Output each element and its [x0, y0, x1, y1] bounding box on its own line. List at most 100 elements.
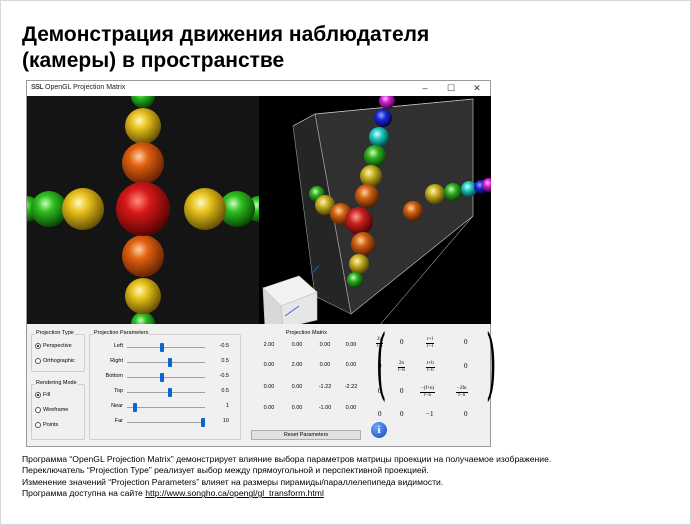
param-value-5: 10 — [222, 418, 229, 424]
param-slider-track-4[interactable] — [127, 407, 205, 408]
window-title: OpenGL Projection Matrix — [45, 84, 126, 91]
perspective-label: Perspective — [43, 343, 72, 349]
param-slider-thumb-3[interactable] — [167, 388, 172, 397]
description-line-4: Программа доступна на сайте http://www.s… — [22, 488, 682, 499]
projection-matrix-formula: ( ) 2n r−l 0 r+l r−l 0 0 2n t−b t+b t−b 0 0 … — [370, 324, 497, 422]
matrix-cell: 0.00 — [319, 342, 331, 348]
param-label-0: Left — [113, 343, 123, 349]
right-paren-icon: ) — [485, 319, 497, 409]
maximize-icon[interactable]: ☐ — [446, 83, 456, 93]
formula-r0c2: r+l r−l — [426, 337, 434, 349]
param-slider-track-2[interactable] — [127, 377, 205, 378]
orthographic-radio[interactable]: Orthographic — [35, 358, 75, 364]
matrix-cell: 0.00 — [291, 405, 303, 411]
formula-r2c0: 0 — [378, 387, 382, 395]
rendering-mode-title: Rendering Mode — [35, 380, 78, 386]
minimize-icon[interactable]: – — [422, 83, 428, 93]
description-line-2: Переключатель “Projection Type” реализуе… — [22, 465, 429, 476]
projection-parameters-title: Projection Parameters — [93, 330, 150, 336]
reset-parameters-button[interactable]: Reset Parameters — [251, 430, 361, 440]
formula-r3c0: 0 — [378, 410, 382, 418]
formula-r3c3: 0 — [464, 410, 468, 418]
radio-selected-icon — [35, 392, 41, 398]
param-slider-track-1[interactable] — [127, 362, 205, 363]
matrix-cell: 0.00 — [291, 342, 303, 348]
matrix-cell: 0.00 — [291, 384, 303, 390]
radio-selected-icon — [35, 343, 41, 349]
fill-label: Fill — [43, 392, 51, 398]
formula-r3c1: 0 — [400, 410, 404, 418]
param-label-4: Near — [111, 403, 123, 409]
matrix-cell: 0.00 — [263, 405, 275, 411]
formula-r1c1: 2n t−b — [398, 361, 405, 373]
formula-r2c3: −2fn f−n — [456, 386, 468, 398]
param-slider-thumb-4[interactable] — [132, 403, 137, 412]
projection-matrix-title: Projection Matrix — [285, 330, 328, 336]
frustum-view-viewport[interactable] — [259, 96, 491, 324]
control-panel: Projection Type Perspective Orthographic… — [27, 324, 497, 446]
matrix-cell: 0.00 — [345, 342, 357, 348]
camera-view-viewport[interactable] — [27, 96, 259, 324]
param-slider-thumb-0[interactable] — [160, 343, 165, 352]
sphere-cross-in-frustum — [309, 96, 491, 288]
window-titlebar[interactable]: SSL OpenGL Projection Matrix – ☐ ✕ — [27, 81, 490, 96]
formula-r2c2: −(f+n) f−n — [420, 386, 436, 398]
matrix-cell: 2.00 — [291, 362, 303, 368]
slide-title-line-1: Демонстрация движения наблюдателя — [22, 23, 430, 46]
description-line-3: Изменение значений “Projection Parameter… — [22, 476, 444, 487]
matrix-cell: 0.00 — [263, 384, 275, 390]
wireframe-radio[interactable]: Wireframe — [35, 407, 68, 413]
app-window: SSL OpenGL Projection Matrix – ☐ ✕ — [26, 80, 497, 447]
orthographic-label: Orthographic — [43, 358, 75, 364]
points-label: Points — [43, 422, 59, 428]
matrix-cell: 0.00 — [345, 405, 357, 411]
matrix-cell: 2.00 — [263, 342, 275, 348]
param-value-2: -0.5 — [219, 373, 229, 379]
description-line-4-prefix: Программа доступна на сайте — [22, 488, 146, 499]
slide-description: Программа “OpenGL Projection Matrix” дем… — [22, 454, 682, 500]
projection-parameters-group — [89, 334, 241, 440]
matrix-cell: 0.00 — [319, 362, 331, 368]
param-label-2: Bottom — [105, 373, 123, 379]
param-value-1: 0.5 — [221, 358, 229, 364]
formula-r0c1: 0 — [400, 338, 404, 346]
radio-unselected-icon — [35, 407, 41, 413]
formula-r1c0: 0 — [378, 362, 382, 370]
points-radio[interactable]: Points — [35, 422, 58, 428]
projection-type-group — [31, 334, 85, 372]
slide-title-line-2: (камеры) в пространстве — [22, 49, 285, 72]
projection-type-title: Projection Type — [35, 330, 75, 336]
formula-r1c2: t+b t−b — [426, 361, 435, 373]
param-label-3: Top — [114, 388, 123, 394]
radio-unselected-icon — [35, 358, 41, 364]
info-icon[interactable]: i — [371, 422, 387, 438]
param-value-4: 1 — [225, 403, 229, 409]
wireframe-label: Wireframe — [43, 407, 69, 413]
left-paren-icon: ( — [375, 319, 387, 409]
param-slider-track-5[interactable] — [127, 422, 205, 423]
matrix-cell: -1.22 — [318, 384, 332, 390]
param-value-3: 0.5 — [221, 388, 229, 394]
param-slider-thumb-2[interactable] — [160, 373, 165, 382]
app-icon: SSL — [31, 84, 44, 91]
param-slider-thumb-5[interactable] — [201, 418, 205, 427]
matrix-cell: -1.00 — [318, 405, 332, 411]
frustum-scene — [262, 96, 491, 324]
param-slider-thumb-1[interactable] — [167, 358, 172, 367]
formula-r1c3: 0 — [464, 362, 468, 370]
matrix-cell: 0.00 — [345, 362, 357, 368]
description-line-1: Программа “OpenGL Projection Matrix” дем… — [22, 454, 552, 464]
perspective-radio[interactable]: Perspective — [35, 343, 72, 349]
param-slider-track-3[interactable] — [127, 392, 205, 393]
formula-r0c0: 2n r−l — [376, 337, 383, 349]
formula-r3c2: −1 — [426, 410, 434, 418]
slide-title: Демонстрация движения наблюдателя (камер… — [22, 22, 622, 74]
formula-r0c3: 0 — [464, 338, 468, 346]
program-link[interactable]: http://www.songho.ca/opengl/gl_transform… — [145, 488, 324, 499]
sphere-cross-scene — [27, 96, 259, 324]
camera-box — [262, 265, 320, 324]
param-slider-track-0[interactable] — [127, 347, 205, 348]
close-icon[interactable]: ✕ — [473, 83, 481, 93]
formula-r2c1: 0 — [400, 387, 404, 395]
fill-radio[interactable]: Fill — [35, 392, 50, 398]
